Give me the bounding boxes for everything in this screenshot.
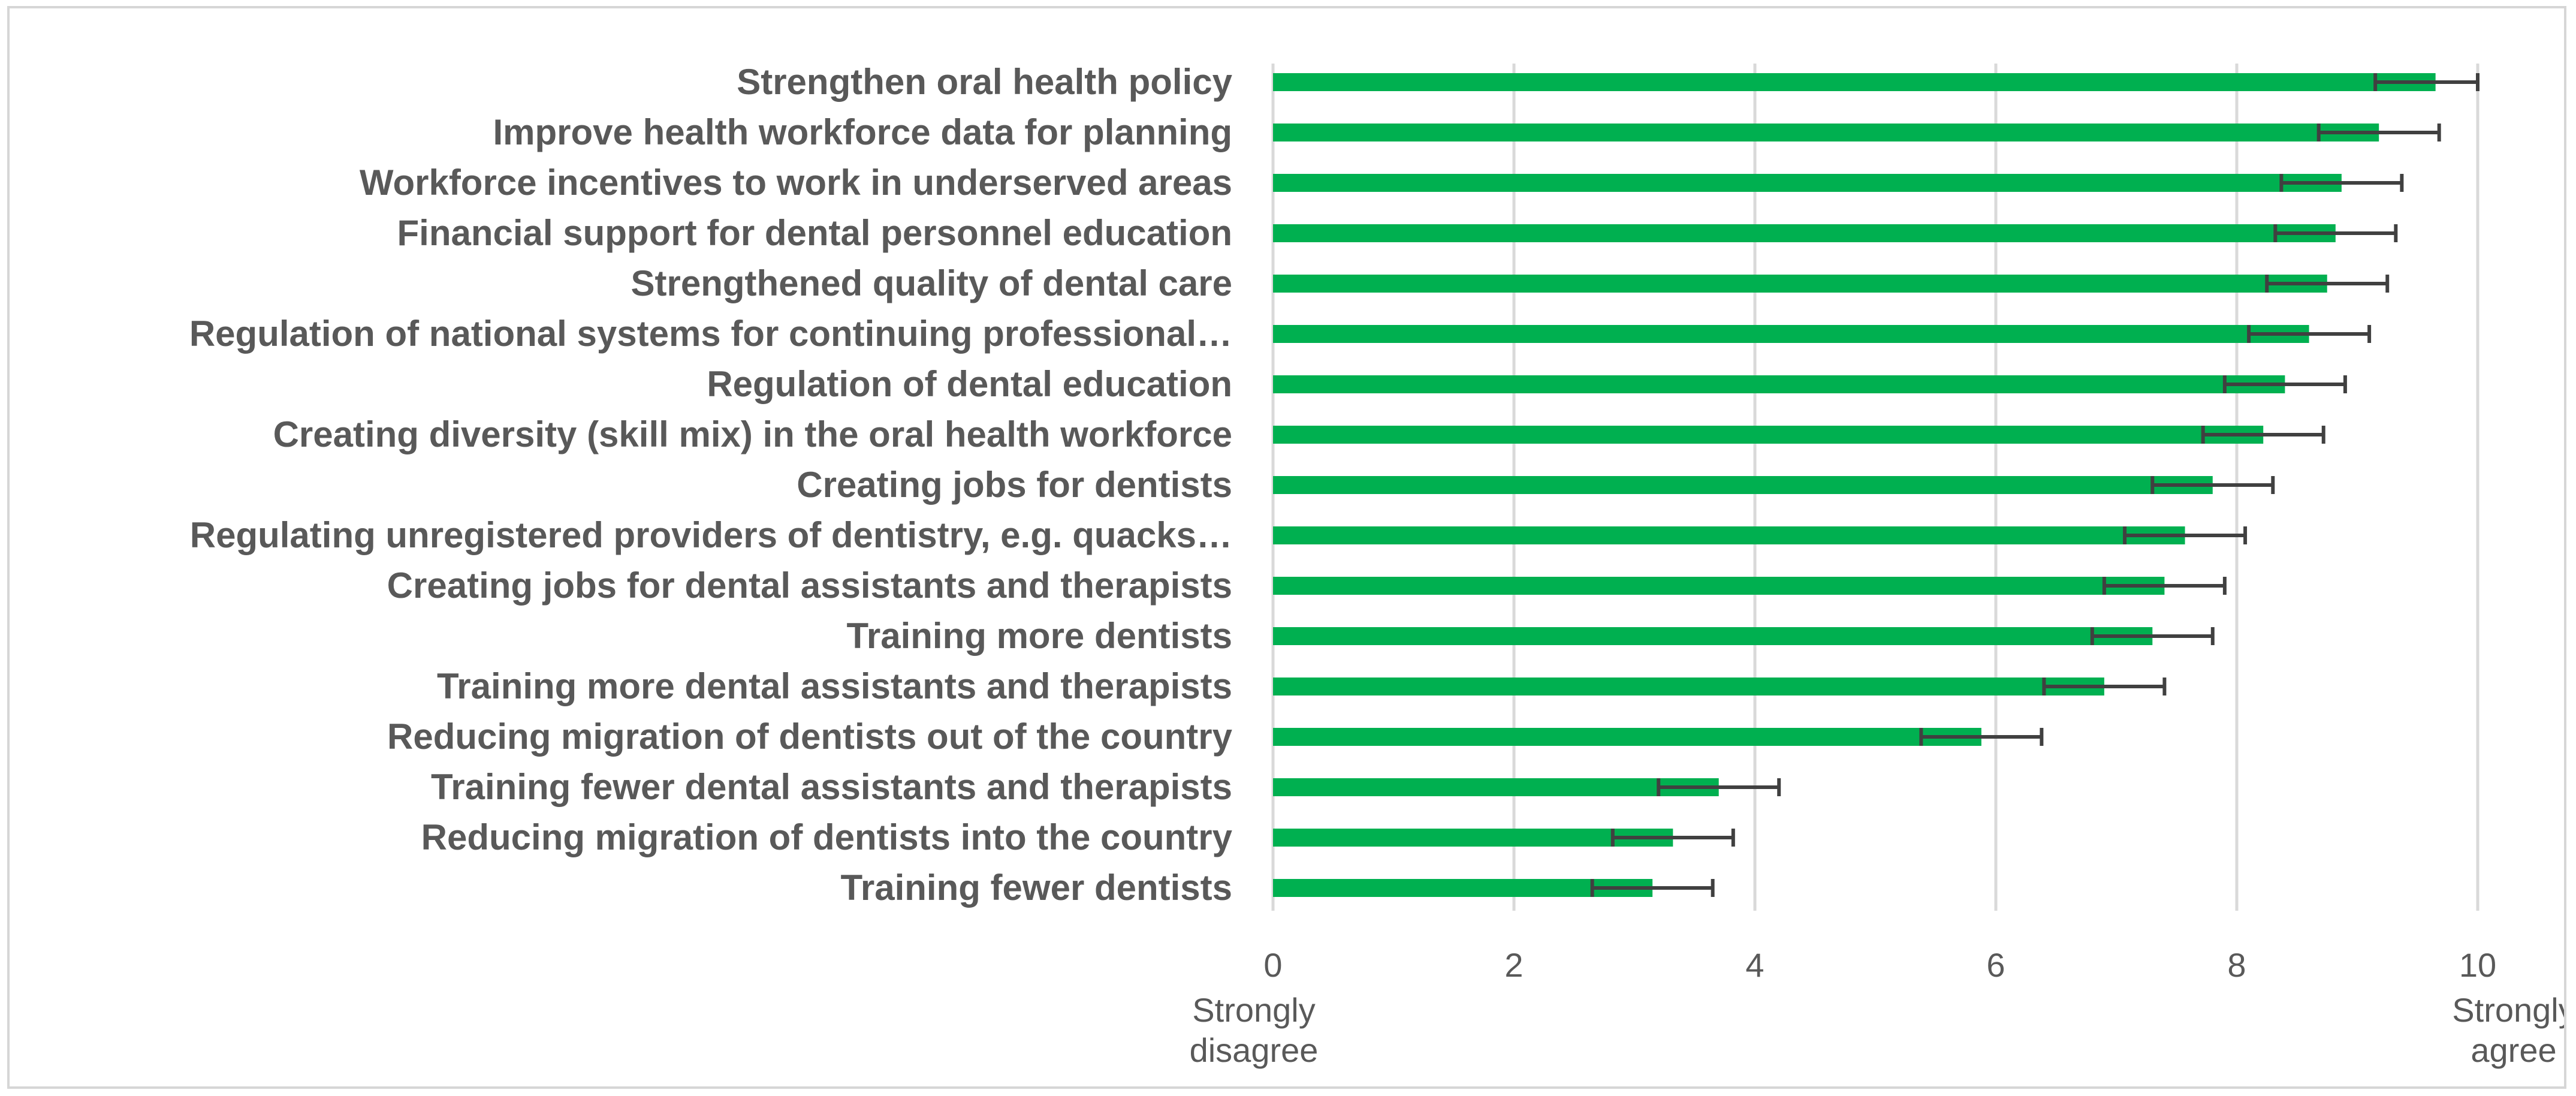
bar-8 [1273, 426, 2264, 444]
bar-15 [1273, 778, 1719, 796]
tick-label-8: 8 [2227, 946, 2246, 984]
anchor-label-min-line1: Strongly [1192, 991, 1315, 1029]
anchor-label-min-line2: disagree [1190, 1031, 1319, 1069]
error-bar-15 [1657, 778, 1781, 796]
error-bar-1 [2373, 73, 2480, 91]
error-bar-4 [2273, 224, 2398, 242]
bar-13 [1273, 678, 2104, 695]
tick-label-2: 2 [1504, 946, 1523, 984]
category-label-1: Strengthen oral health policy [737, 62, 1232, 102]
category-label-15: Training fewer dental assistants and the… [431, 767, 1232, 807]
error-bar-8 [2201, 426, 2325, 444]
error-bar-13 [2042, 678, 2167, 695]
anchor-label-max-line1: Strongly [2452, 991, 2564, 1029]
tick-label-4: 4 [1745, 946, 1764, 984]
bar-12 [1273, 627, 2153, 645]
category-label-8: Creating diversity (skill mix) in the or… [273, 414, 1232, 454]
error-bar-17 [1590, 879, 1715, 897]
bar-9 [1273, 476, 2213, 494]
bar-2 [1273, 124, 2379, 141]
category-label-3: Workforce incentives to work in underser… [360, 162, 1232, 203]
bar-11 [1273, 577, 2165, 595]
category-label-layer: Strengthen oral health policy Improve hea… [189, 62, 1233, 908]
category-label-7: Regulation of dental education [707, 364, 1232, 404]
error-layer [1590, 73, 2480, 897]
error-bar-14 [1919, 728, 2044, 746]
error-bar-2 [2316, 124, 2441, 141]
bar-layer [1273, 73, 2436, 897]
error-bar-10 [2123, 526, 2248, 544]
tick-label-6: 6 [1986, 946, 2005, 984]
error-bar-7 [2222, 375, 2347, 393]
chart-frame: Strengthen oral health policy Improve hea… [7, 6, 2566, 1089]
error-bar-9 [2150, 476, 2275, 494]
category-label-10: Regulating unregistered providers of den… [190, 515, 1232, 555]
category-label-2: Improve health workforce data for planni… [493, 112, 1232, 152]
error-bar-11 [2102, 577, 2227, 595]
category-label-11: Creating jobs for dental assistants and … [387, 565, 1232, 606]
bar-17 [1273, 879, 1653, 897]
category-label-4: Financial support for dental personnel e… [397, 213, 1232, 253]
bar-7 [1273, 375, 2285, 393]
tick-label-0: 0 [1263, 946, 1282, 984]
error-bar-6 [2247, 325, 2372, 343]
bar-16 [1273, 829, 1673, 847]
tick-label-10: 10 [2459, 946, 2496, 984]
bar-4 [1273, 224, 2336, 242]
bar-10 [1273, 526, 2185, 544]
tick-label-layer: 0 2 4 6 8 10 [1263, 946, 2496, 984]
category-label-14: Reducing migration of dentists out of th… [387, 716, 1233, 757]
bar-3 [1273, 174, 2342, 192]
error-bar-16 [1610, 829, 1735, 847]
error-bar-5 [2265, 275, 2390, 293]
error-bar-12 [2090, 627, 2215, 645]
bar-1 [1273, 73, 2436, 91]
category-label-13: Training more dental assistants and ther… [437, 666, 1232, 706]
category-label-6: Regulation of national systems for conti… [189, 314, 1232, 354]
category-label-9: Creating jobs for dentists [797, 465, 1232, 505]
bar-14 [1273, 728, 1981, 746]
category-label-16: Reducing migration of dentists into the … [421, 817, 1233, 857]
category-label-17: Training fewer dentists [841, 868, 1232, 908]
bar-6 [1273, 325, 2309, 343]
anchor-label-max-line2: agree [2471, 1031, 2556, 1069]
bar-5 [1273, 275, 2327, 293]
category-label-5: Strengthened quality of dental care [631, 263, 1232, 303]
error-bar-3 [2279, 174, 2404, 192]
category-label-12: Training more dentists [847, 616, 1232, 656]
chart-svg: Strengthen oral health policy Improve hea… [189, 62, 2564, 1069]
